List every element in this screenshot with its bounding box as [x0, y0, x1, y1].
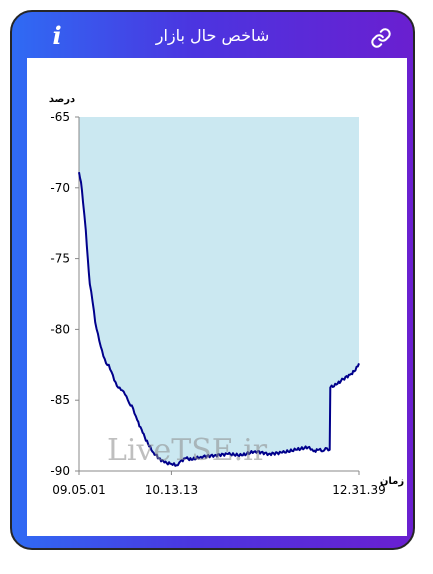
- market-status-card: i شاخص حال بازار -65 -70 -75 -80 -85 -90 09.05…: [10, 10, 415, 550]
- series-line: [78, 172, 360, 467]
- y-tick-label: -90: [50, 464, 70, 478]
- info-icon[interactable]: i: [52, 21, 62, 50]
- x-axis-label: زمان: [380, 476, 404, 487]
- watermark: LiveTSE.ir: [107, 433, 268, 468]
- y-tick-label: -80: [50, 322, 70, 336]
- y-tick-label: -75: [50, 252, 70, 266]
- page-title: شاخص حال بازار: [155, 26, 270, 45]
- x-tick-label: 10.13.13: [145, 483, 198, 497]
- link-icon[interactable]: [370, 27, 392, 49]
- y-tick-label: -65: [50, 110, 70, 124]
- x-tick-label: 12.31.39: [332, 483, 385, 497]
- y-tick-label: -85: [50, 393, 70, 407]
- y-axis-label: درصد: [49, 94, 75, 105]
- y-tick-label: -70: [50, 181, 70, 195]
- market-status-chart: -65 -70 -75 -80 -85 -90 09.05.01 10.13.13 12.31.…: [49, 94, 405, 497]
- area-fill: [79, 117, 359, 466]
- x-tick-label: 09.05.01: [52, 483, 105, 497]
- card-header: i شاخص حال بازار: [12, 12, 413, 64]
- chart-panel: -65 -70 -75 -80 -85 -90 09.05.01 10.13.13 12.31.…: [27, 58, 407, 536]
